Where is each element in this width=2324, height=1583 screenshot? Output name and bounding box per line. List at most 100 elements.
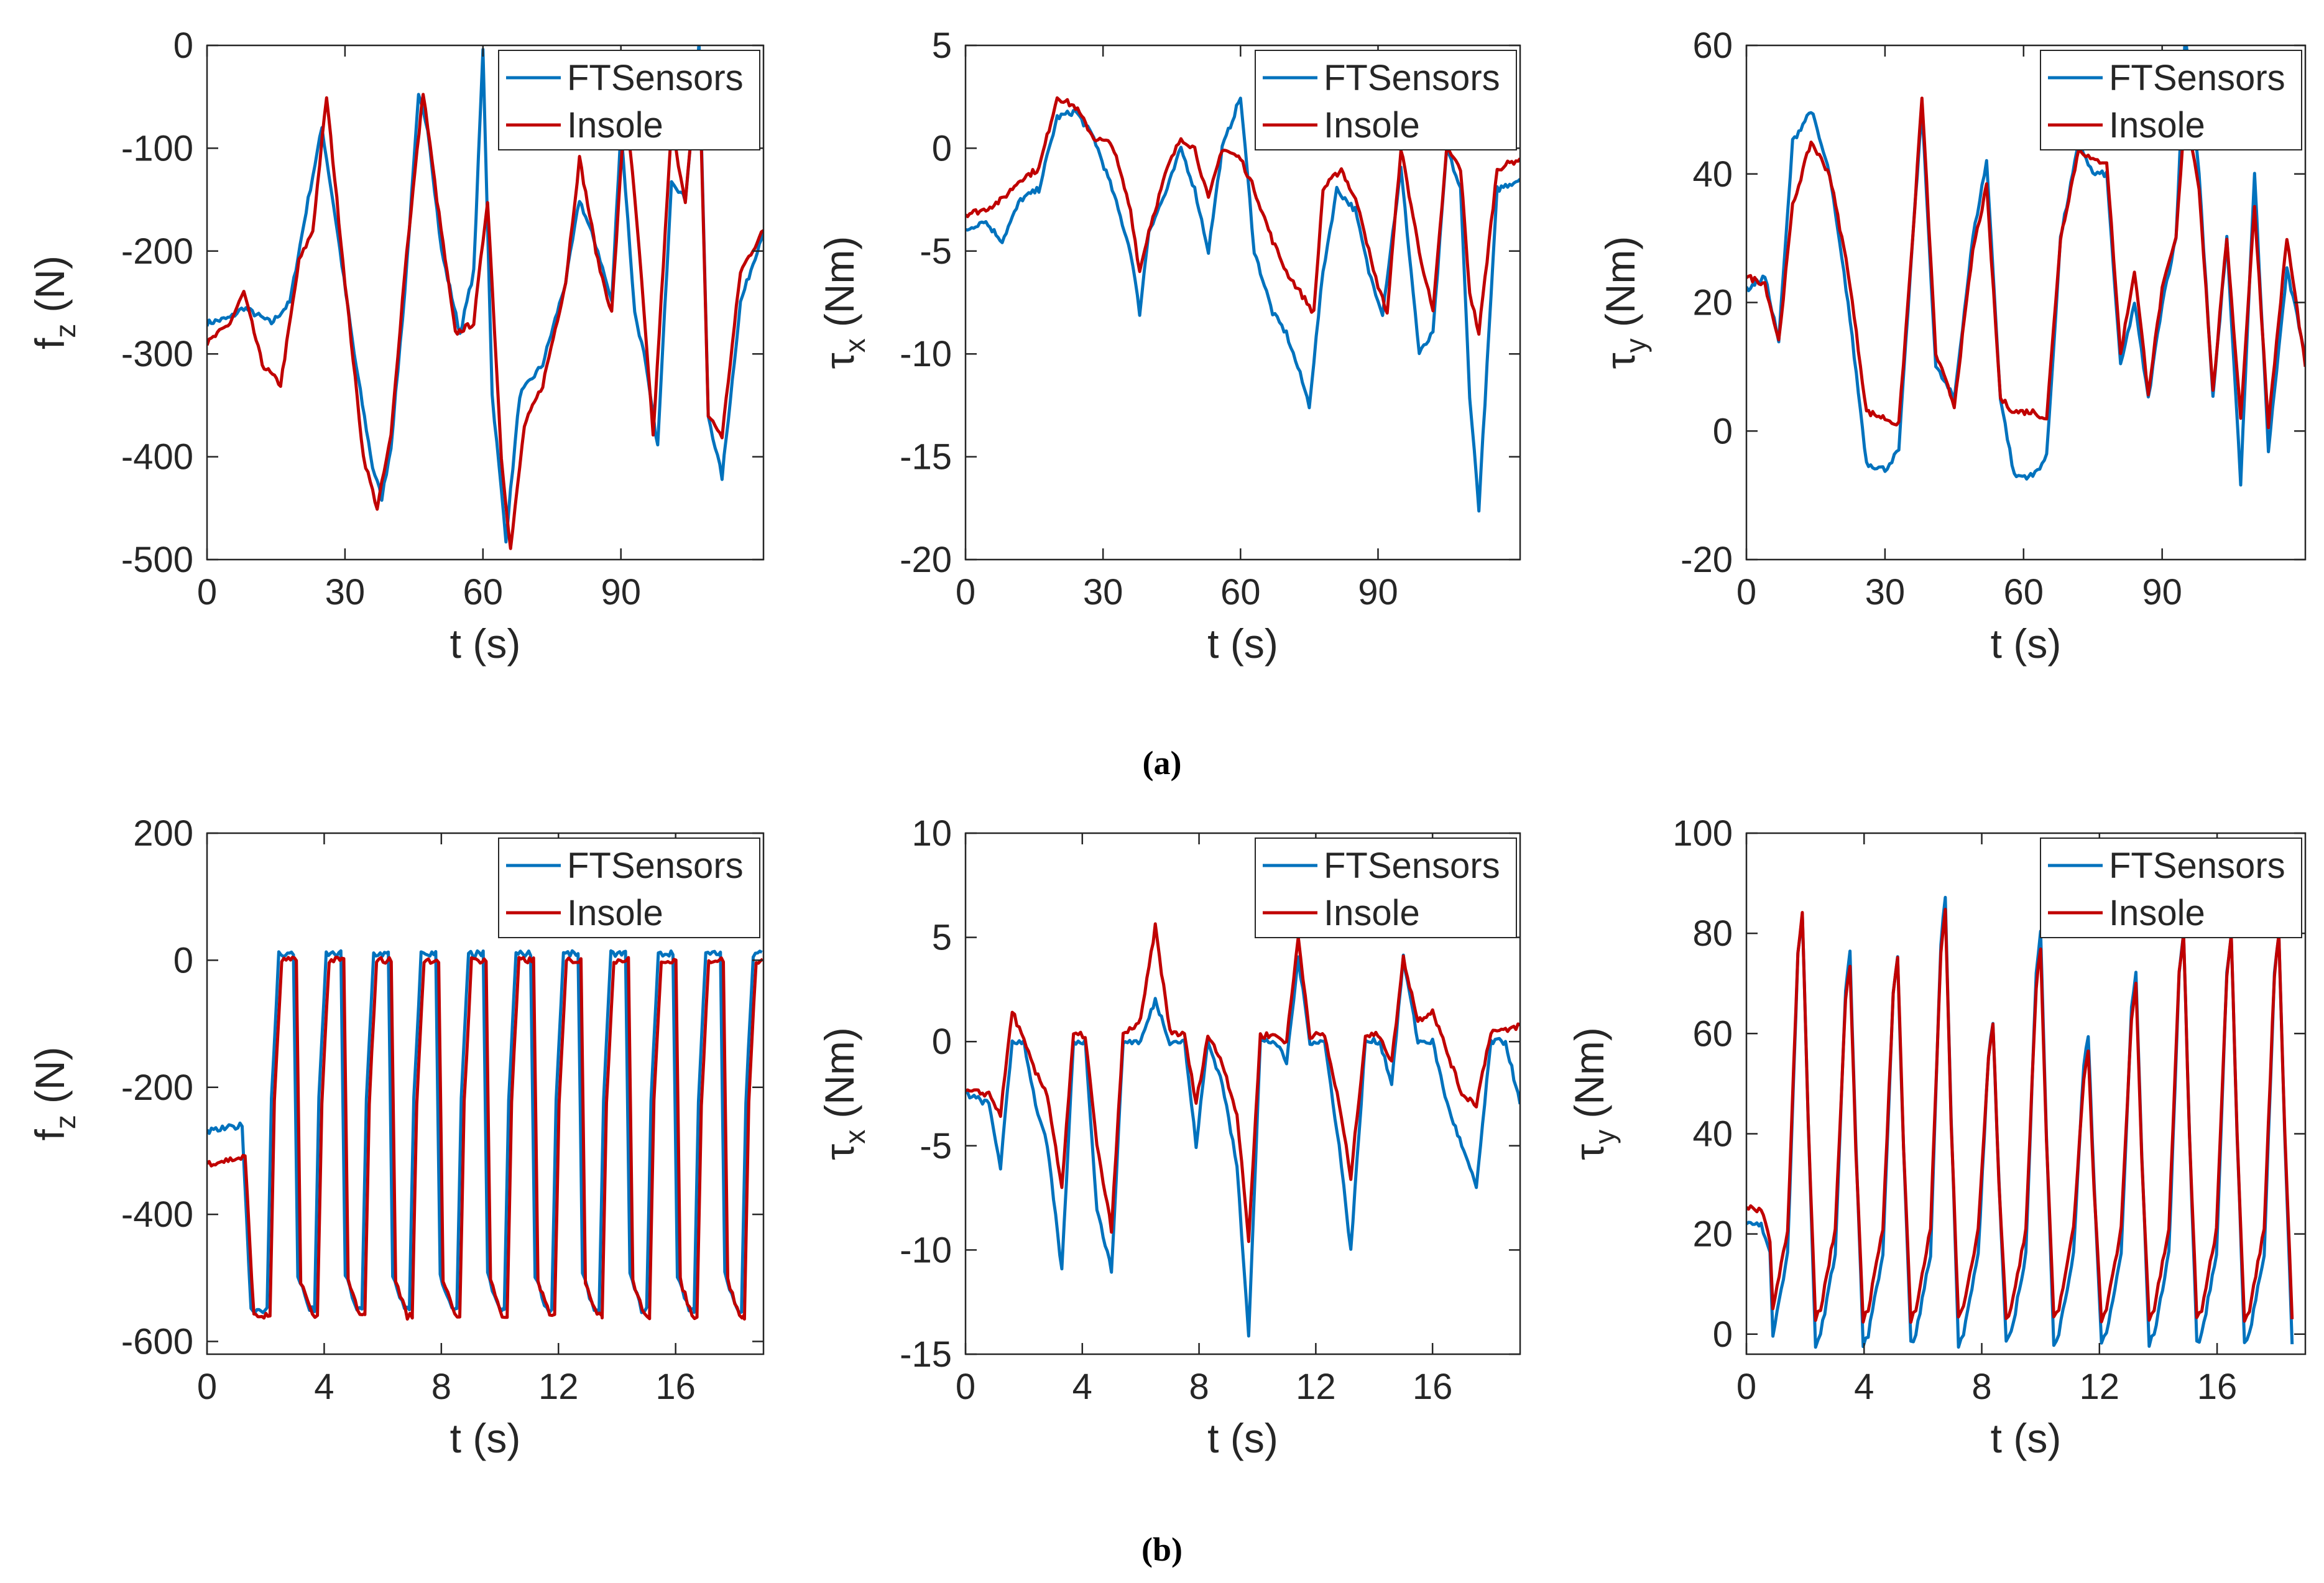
legend-label-insole: Insole — [1324, 105, 1420, 145]
y-tick-label: 60 — [1692, 1013, 1733, 1054]
x-tick-label: 8 — [1189, 1367, 1209, 1407]
chart-a-1: 0 30 60 90 -500 -400 -300 -200 -100 0 t (s) fz (N) FT… — [27, 25, 765, 667]
y-tick-label: -10 — [900, 334, 952, 374]
chart-b-3: 0 4 8 12 16 0 20 40 60 80 100 t (s) τy (Nm) FTSensors I… — [1566, 813, 2307, 1461]
y-label-subscript: x — [839, 1130, 871, 1144]
y-tick-label: -5 — [920, 1126, 952, 1166]
y-tick-label: -15 — [900, 1334, 952, 1375]
y-label-unit: (Nm) — [1597, 236, 1643, 328]
y-label-subscript: z — [49, 1115, 81, 1129]
y-tick-label: 0 — [932, 1022, 952, 1062]
x-tick-label: 0 — [1736, 572, 1756, 612]
y-label-subscript: y — [1589, 1130, 1621, 1144]
y-tick-label: 0 — [173, 940, 193, 981]
x-tick-label: 90 — [1358, 572, 1398, 612]
y-label-symbol: τ — [816, 1144, 862, 1160]
series-line-insole — [966, 922, 1520, 1244]
y-tick-label: -15 — [900, 437, 952, 478]
x-tick-label: 90 — [601, 572, 641, 612]
series-line-insole — [207, 956, 763, 1321]
x-tick-label: 12 — [2080, 1367, 2120, 1407]
x-tick-label: 0 — [197, 572, 217, 612]
legend: FTSensors Insole — [2040, 50, 2302, 150]
x-tick-label: 4 — [314, 1367, 334, 1407]
x-tick-label: 4 — [1072, 1367, 1092, 1407]
x-tick-label: 0 — [197, 1367, 217, 1407]
y-axis-label: τy (Nm) — [1597, 236, 1652, 369]
legend-label-insole: Insole — [2109, 105, 2205, 145]
x-tick-label: 0 — [1736, 1367, 1756, 1407]
x-axis-label: t (s) — [450, 1415, 521, 1461]
y-label-unit: (N) — [27, 1047, 73, 1104]
y-label-symbol: τ — [1566, 1144, 1612, 1160]
y-label-unit: (Nm) — [816, 236, 862, 328]
x-tick-label: 0 — [956, 1367, 975, 1407]
x-axis-label: t (s) — [1207, 1415, 1278, 1461]
x-tick-label: 8 — [431, 1367, 451, 1407]
axes-box — [964, 44, 1521, 561]
y-tick-label: -10 — [900, 1230, 952, 1270]
legend-box — [2040, 50, 2302, 150]
y-axis-label: fz (N) — [27, 1047, 81, 1141]
series-line-insole — [207, 52, 763, 550]
legend-label-insole: Insole — [1324, 893, 1420, 933]
y-tick-label: 40 — [1692, 1114, 1733, 1154]
y-tick-label: -100 — [121, 128, 193, 168]
y-tick-label: -600 — [121, 1322, 193, 1362]
legend: FTSensors Insole — [498, 50, 760, 150]
axes-box — [964, 832, 1521, 1355]
x-tick-label: 8 — [1971, 1367, 1991, 1407]
y-label-unit: (N) — [27, 256, 73, 313]
y-axis-label: τy (Nm) — [1566, 1027, 1621, 1160]
legend-box — [1255, 50, 1517, 150]
series-line-ftsensors — [966, 96, 1520, 513]
y-tick-label: 0 — [173, 25, 193, 66]
y-tick-label: -20 — [1681, 540, 1733, 580]
x-tick-label: 60 — [1220, 572, 1261, 612]
y-label-symbol: τ — [1597, 353, 1643, 369]
y-label-symbol: f — [27, 338, 73, 349]
y-tick-label: 80 — [1692, 913, 1733, 954]
x-tick-label: 12 — [538, 1367, 579, 1407]
y-tick-label: -400 — [121, 1194, 193, 1235]
legend-box — [2040, 838, 2302, 938]
y-label-subscript: y — [1620, 338, 1652, 353]
series-line-insole — [966, 96, 1520, 336]
legend-label-ftsensors: FTSensors — [2109, 58, 2285, 98]
y-tick-label: -300 — [121, 334, 193, 374]
x-tick-label: 60 — [2004, 572, 2044, 612]
y-tick-label: -200 — [121, 1068, 193, 1108]
y-axis-label: τx (Nm) — [816, 236, 871, 369]
legend-label-ftsensors: FTSensors — [567, 846, 744, 886]
y-tick-label: -5 — [920, 231, 952, 272]
chart-b-2: 0 4 8 12 16 -15 -10 -5 0 5 10 t (s) τx (Nm) FTSensors I… — [816, 813, 1521, 1461]
y-tick-label: -400 — [121, 437, 193, 478]
legend-label-ftsensors: FTSensors — [567, 58, 744, 98]
x-tick-label: 30 — [1865, 572, 1906, 612]
axes-box — [1745, 832, 2307, 1355]
legend: FTSensors Insole — [2040, 838, 2302, 938]
y-label-unit: (Nm) — [1566, 1027, 1612, 1119]
x-axis-label: t (s) — [1991, 1415, 2062, 1461]
x-axis-label: t (s) — [1207, 621, 1278, 667]
y-tick-label: 200 — [133, 813, 193, 854]
x-tick-label: 30 — [325, 572, 366, 612]
y-tick-label: 20 — [1692, 283, 1733, 323]
legend-box — [498, 838, 760, 938]
x-tick-label: 16 — [655, 1367, 696, 1407]
x-tick-label: 60 — [463, 572, 504, 612]
legend: FTSensors Insole — [498, 838, 760, 938]
x-axis-label: t (s) — [1991, 621, 2062, 667]
y-tick-label: -20 — [900, 540, 952, 580]
chart-b-1: 0 4 8 12 16 -600 -400 -200 0 200 t (s) fz (N) FTSenso… — [27, 813, 765, 1461]
y-tick-label: 40 — [1692, 154, 1733, 195]
y-tick-label: 0 — [1713, 1314, 1733, 1355]
x-tick-label: 16 — [1413, 1367, 1453, 1407]
y-tick-label: 5 — [932, 25, 952, 66]
legend-label-insole: Insole — [567, 105, 663, 145]
series-line-ftsensors — [966, 953, 1520, 1338]
x-tick-label: 12 — [1296, 1367, 1336, 1407]
